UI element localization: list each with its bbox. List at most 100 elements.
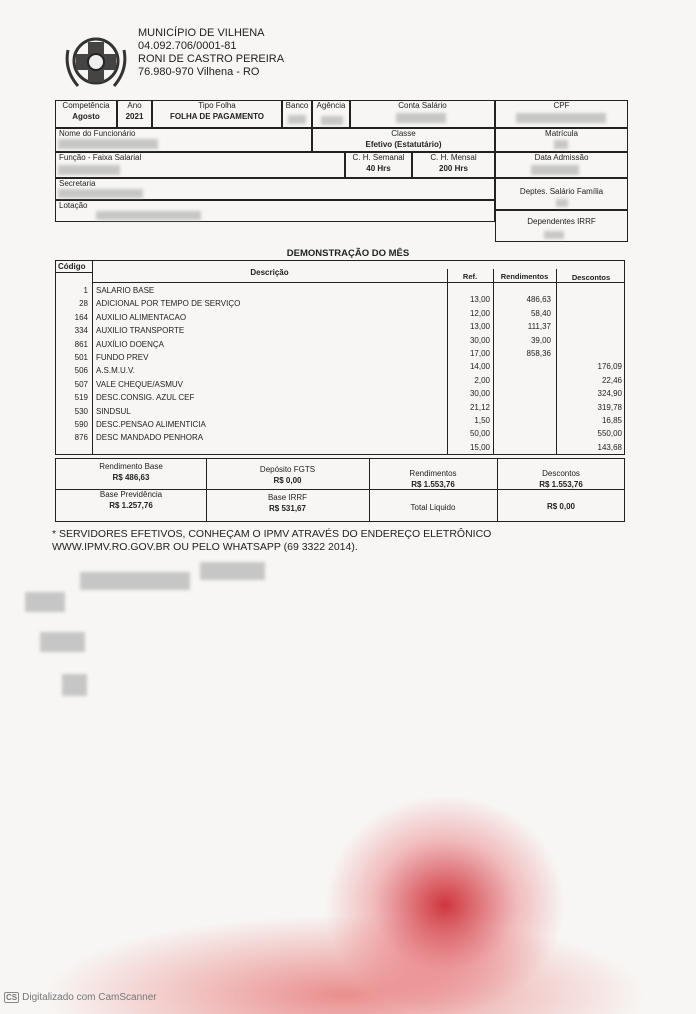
item-desconto: 550,00: [597, 429, 622, 439]
value-row: 12,00 58,40: [56, 307, 626, 321]
value-row: 17,00 858,36: [56, 347, 626, 361]
item-code: 876: [74, 433, 88, 443]
admissao-cell: Data Admissão: [495, 152, 628, 178]
item-desconto: 143,68: [597, 442, 622, 452]
label: Nome do Funcionário: [59, 129, 136, 138]
funcao-cell: Função - Faixa Salarial: [55, 152, 345, 178]
secretaria-cell: Secretaria: [55, 178, 495, 200]
value-row: 30,00 324,90: [56, 387, 626, 401]
item-row: 506 A.S.M.U.V.: [56, 364, 626, 378]
label: Secretaria: [59, 179, 96, 188]
employer-header: MUNICÍPIO DE VILHENA 04.092.706/0001-81 …: [138, 27, 284, 79]
item-row: 519 DESC.CONSIG. AZUL CEF: [56, 391, 626, 405]
label: Deptes. Salário Família: [519, 187, 604, 196]
value-row: 13,00 486,63: [56, 293, 626, 307]
value-row: 15,00 143,68: [56, 441, 626, 455]
value-row: 50,00 550,00: [56, 427, 626, 441]
item-description: SALARIO BASE: [96, 286, 155, 295]
item-rendimento: 486,63: [526, 295, 551, 305]
item-desconto: 176,09: [597, 362, 622, 372]
section-title: DEMONSTRAÇÃO DO MÊS: [286, 248, 410, 259]
rendimentos-total: Rendimentos R$ 1.553,76: [369, 469, 497, 491]
item-ref: 15,00: [469, 442, 490, 452]
camscanner-watermark: CS Digitalizado com CamScanner: [4, 992, 157, 1003]
total-liquido-label: Total Liquido: [410, 503, 456, 512]
label: Descontos: [542, 469, 580, 478]
item-code: 590: [74, 420, 88, 429]
item-row: 507 VALE CHEQUE/ASMUV: [56, 378, 626, 392]
item-description: AUXÍLIO DOENÇA: [96, 339, 165, 349]
municipal-seal-icon: [65, 37, 127, 87]
item-description: ADICIONAL POR TEMPO DE SERVIÇO: [96, 299, 241, 309]
label: Dependentes IRRF: [527, 217, 596, 226]
value: R$ 0,00: [273, 476, 302, 485]
lotacao-cell: Lotação: [55, 200, 495, 222]
item-description: AUXILIO TRANSPORTE: [96, 326, 185, 336]
item-description: FUNDO PREV: [96, 353, 149, 362]
item-desconto: 16,85: [601, 416, 622, 425]
item-ref: 21,12: [469, 402, 490, 412]
item-ref: 14,00: [469, 362, 490, 372]
item-row: 501 FUNDO PREV: [56, 351, 626, 365]
nome-cell: Nome do Funcionário: [55, 128, 312, 152]
item-row: 164 AUXILIO ALIMENTACAO: [56, 311, 626, 325]
cnpj: 04.092.706/0001-81: [138, 40, 237, 52]
base-previdencia: Base Previdência R$ 1.257,76: [56, 490, 206, 512]
item-description: A.S.M.U.V.: [96, 366, 135, 376]
label: Banco: [285, 101, 309, 110]
label: Função - Faixa Salarial: [59, 153, 142, 162]
label: Agência: [316, 101, 346, 110]
item-code: 164: [74, 312, 88, 322]
item-row: 861 AUXÍLIO DOENÇA: [56, 338, 626, 352]
footnote-line2: WWW.IPMV.RO.GOV.BR OU PELO WHATSAPP (69 …: [52, 541, 358, 553]
label: Conta Salário: [398, 101, 447, 110]
matricula-cell: Matrícula: [495, 128, 628, 152]
item-ref: 12,00: [469, 308, 490, 318]
item-rendimento: 39,00: [530, 335, 551, 345]
footnote-line1: * SERVIDORES EFETIVOS, CONHEÇAM O IPMV A…: [52, 528, 492, 540]
item-row: 28 ADICIONAL POR TEMPO DE SERVIÇO: [56, 297, 626, 311]
item-code: 501: [74, 353, 88, 362]
city: 76.980-970 Vilhena - RO: [138, 66, 260, 78]
value: Efetivo (Estatutário): [365, 140, 442, 149]
label: C. H. Semanal: [352, 153, 405, 162]
footnote: * SERVIDORES EFETIVOS, CONHEÇAM O IPMV A…: [52, 528, 491, 554]
camscanner-logo: CS: [4, 992, 20, 1003]
label: Matrícula: [545, 129, 578, 138]
item-description: DESC.PENSAO ALIMENTICIA: [96, 420, 206, 429]
item-ref: 13,00: [469, 295, 490, 305]
value: Agosto: [72, 112, 100, 121]
label: Depósito FGTS: [259, 465, 316, 474]
label: Base Previdência: [99, 490, 163, 499]
item-ref: 2,00: [474, 375, 490, 385]
label: Classe: [391, 129, 416, 138]
item-row: 530 SINDSUL: [56, 405, 626, 419]
item-description: DESC.CONSIG. AZUL CEF: [96, 393, 195, 403]
item-rendimento: 111,37: [527, 322, 551, 332]
label: Rendimentos: [409, 469, 457, 478]
conta-cell: Conta Salário: [350, 100, 495, 128]
item-description: DESC MANDADO PENHORA: [96, 433, 204, 443]
cpf-cell: CPF: [495, 100, 628, 128]
item-row: 876 DESC MANDADO PENHORA: [56, 431, 626, 445]
value-row: [56, 280, 626, 294]
item-description: SINDSUL: [96, 406, 131, 416]
watermark-text: Digitalizado com CamScanner: [22, 992, 157, 1003]
value-row: 1,50 16,85: [56, 414, 626, 428]
competencia-cell: Competência Agosto: [55, 100, 117, 128]
value-row: 21,12 319,78: [56, 401, 626, 415]
label: C. H. Mensal: [430, 153, 477, 162]
value: 2021: [125, 112, 144, 121]
item-code: 861: [74, 339, 88, 349]
value: R$ 1.553,76: [411, 480, 455, 489]
item-description: VALE CHEQUE/ASMUV: [96, 379, 183, 389]
value-row: 14,00 176,09: [56, 360, 626, 374]
total-liquido-value: R$ 0,00: [546, 502, 576, 511]
item-row: 334 AUXILIO TRANSPORTE: [56, 324, 626, 338]
label: CPF: [553, 101, 570, 110]
col-descricao: Descrição: [250, 268, 289, 277]
label: Ano: [127, 101, 142, 110]
value-row: 13,00 111,37: [56, 320, 626, 334]
entity-name: MUNICÍPIO DE VILHENA: [138, 27, 265, 39]
item-rendimento: 858,36: [526, 349, 551, 358]
